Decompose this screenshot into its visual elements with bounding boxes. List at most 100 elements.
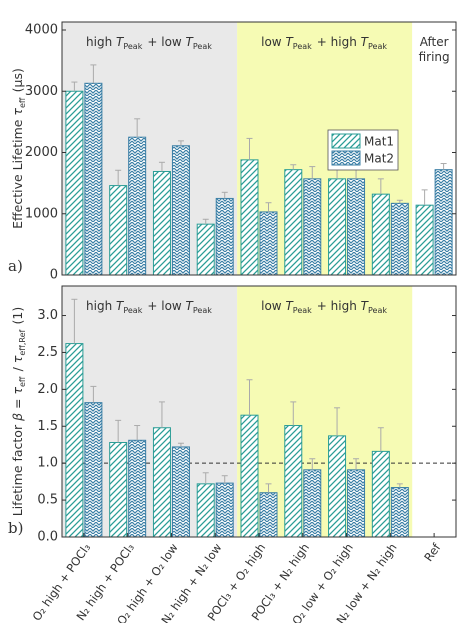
text-piece: eff [18, 97, 27, 108]
text-piece: low [261, 35, 285, 49]
bar [84, 82, 103, 276]
error-bar [309, 458, 316, 470]
y-axis-label: Lifetime factor β = τeff / τeff,Ref (1) [10, 307, 28, 517]
text-piece: + high [313, 299, 361, 313]
region-label: low TPeak + high TPeak [261, 35, 388, 52]
error-bar [221, 475, 228, 484]
y-tick-label: 2.5 [37, 345, 58, 360]
error-bar [396, 483, 403, 488]
text-piece: τ [10, 387, 25, 395]
error-bar [158, 161, 165, 172]
bar [390, 202, 409, 276]
text-piece: Peak [368, 42, 387, 51]
bar [259, 211, 278, 276]
text-piece: Peak [123, 306, 142, 315]
text-piece: Peak [193, 306, 212, 315]
bar [259, 492, 278, 538]
bar [240, 159, 259, 276]
error-bar [265, 202, 272, 212]
text-piece: eff,Ref [18, 329, 27, 355]
bar [152, 170, 171, 276]
bar [303, 469, 322, 538]
error-bar [177, 140, 184, 146]
text-piece: = [10, 395, 25, 413]
y-tick-label: 3000 [25, 84, 58, 99]
region-label: low TPeak + high TPeak [261, 299, 388, 316]
bar [65, 90, 84, 276]
error-bar [290, 401, 297, 426]
error-bar [71, 298, 78, 344]
y-axis-label: Effective Lifetime τeff (µs) [10, 68, 28, 229]
bar [128, 439, 147, 538]
error-bar [377, 178, 384, 195]
error-bar [396, 199, 403, 204]
bar [303, 178, 322, 276]
error-bar [265, 483, 272, 493]
legend-swatch [331, 150, 361, 166]
error-bar [202, 472, 209, 484]
text-piece: T [361, 35, 370, 49]
bar [196, 483, 215, 538]
bar [215, 482, 234, 538]
spacer [387, 35, 388, 49]
y-tick-label: 0.5 [37, 493, 58, 508]
bar [390, 487, 409, 538]
error-bar [440, 163, 447, 170]
bar [171, 145, 190, 276]
error-bar [221, 191, 228, 199]
error-bar [309, 166, 316, 179]
panel-label: a) [8, 257, 23, 275]
text-piece: Lifetime factor [10, 421, 25, 516]
bar [109, 442, 128, 538]
error-bar [90, 64, 97, 84]
text-piece: (µs) [10, 68, 25, 96]
text-piece: After [420, 35, 449, 49]
y-tick-label: 3.0 [37, 308, 58, 323]
bar [171, 446, 190, 538]
error-bar [421, 189, 428, 206]
text-piece: Peak [368, 306, 387, 315]
legend-label: Mat1 [364, 135, 394, 149]
text-piece: T [186, 299, 195, 313]
y-tick-label: 2000 [25, 145, 58, 160]
text-piece: τ [10, 108, 25, 116]
text-piece: firing [419, 50, 450, 64]
error-bar [90, 385, 97, 403]
bar [347, 469, 366, 538]
error-bar [353, 458, 360, 470]
bar [215, 197, 234, 276]
bar [109, 185, 128, 276]
text-piece: β [10, 413, 25, 422]
error-bar [158, 401, 165, 428]
text-piece: Peak [293, 306, 312, 315]
y-tick-label: 1.0 [37, 456, 58, 471]
bar [65, 343, 84, 538]
bar [284, 169, 303, 276]
error-bar [134, 425, 141, 441]
text-piece: Peak [293, 42, 312, 51]
text-piece: high [86, 299, 116, 313]
text-piece: (1) [10, 307, 25, 329]
y-tick-label: 1.5 [37, 419, 58, 434]
text-piece: high [86, 35, 116, 49]
legend-swatch [331, 133, 361, 149]
bar [328, 178, 347, 276]
y-tick-label: 0 [50, 268, 58, 283]
error-bar [115, 169, 122, 186]
text-piece: τ [10, 355, 25, 363]
legend-label: Mat2 [364, 152, 394, 166]
error-bar [334, 407, 341, 436]
error-bar [377, 427, 384, 452]
bar [328, 435, 347, 538]
text-piece: eff [18, 376, 27, 387]
bar [371, 193, 390, 276]
error-bar [246, 379, 253, 416]
y-tick-label: 1000 [25, 206, 58, 221]
text-piece: T [285, 35, 294, 49]
bar [84, 402, 103, 538]
bar [434, 169, 453, 276]
error-bar [246, 137, 253, 160]
text-piece: T [361, 299, 370, 313]
text-piece: + high [313, 35, 361, 49]
